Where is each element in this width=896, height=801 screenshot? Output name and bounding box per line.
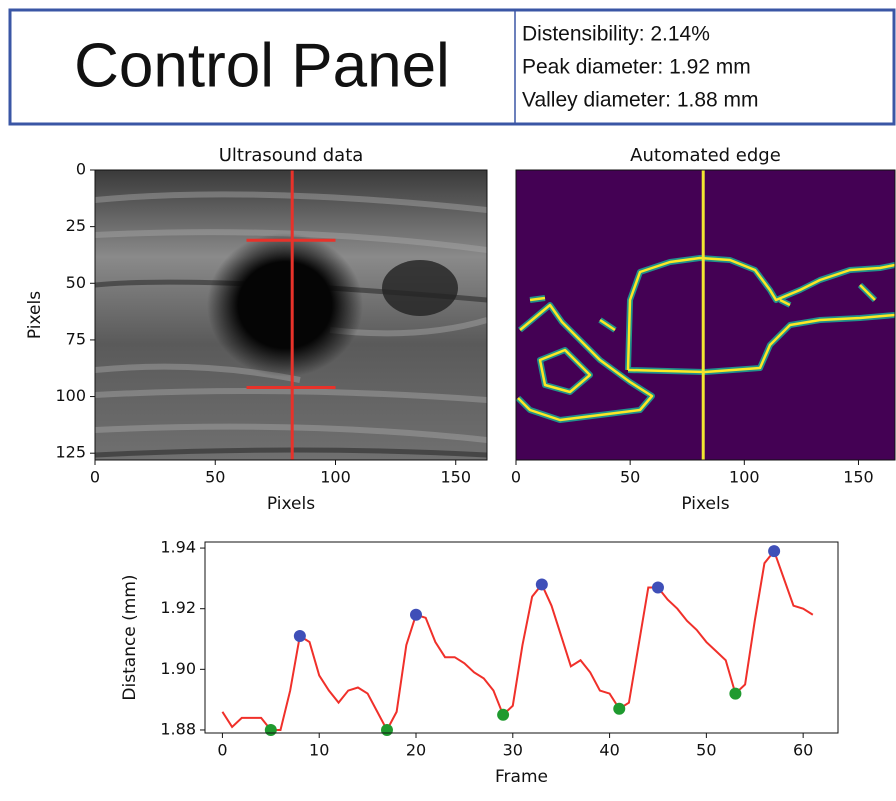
y-tick-label: 1.88: [160, 719, 196, 738]
x-axis-label: Pixels: [267, 494, 315, 514]
x-tick-label: 150: [440, 468, 471, 487]
panel-title: Control Panel: [74, 31, 450, 100]
x-tick-label: 50: [696, 741, 716, 760]
peak-point: [651, 581, 664, 594]
peak-point: [293, 629, 306, 642]
header-box: [8, 8, 896, 126]
valley-point: [380, 723, 393, 736]
x-tick-label: 30: [503, 741, 523, 760]
y-tick-label: 125: [55, 443, 86, 462]
peak-point: [768, 545, 781, 558]
stat: Peak diameter: 1.92 mm: [522, 56, 751, 79]
y-axis-label: Distance (mm): [120, 574, 140, 700]
y-tick-label: 1.92: [160, 598, 196, 617]
y-tick-label: 50: [66, 273, 86, 292]
x-tick-label: 20: [406, 741, 426, 760]
axes-frame: [204, 541, 839, 734]
stat: Valley diameter: 1.88 mm: [522, 89, 759, 112]
y-tick-label: 75: [66, 329, 86, 348]
peak-point: [410, 608, 422, 621]
x-tick-label: 0: [90, 468, 100, 487]
peak-point: [535, 578, 548, 591]
data-line: [221, 549, 814, 733]
y-tick-label: 0: [76, 160, 86, 179]
axes-frame: [94, 169, 488, 461]
x-tick-label: 100: [729, 468, 760, 487]
y-tick-label: 100: [55, 386, 86, 405]
x-tick-label: 60: [793, 741, 813, 760]
axes-title: Automated edge: [630, 145, 781, 166]
valley-point: [497, 708, 510, 721]
x-tick-label: 100: [320, 468, 351, 487]
x-tick-label: 150: [843, 468, 874, 487]
valley-point: [613, 702, 626, 715]
x-tick-label: 40: [599, 741, 619, 760]
x-tick-label: 50: [205, 468, 225, 487]
edge-image: [516, 170, 895, 460]
y-tick-label: 25: [66, 216, 86, 235]
axes-frame: [515, 169, 896, 461]
x-tick-label: 0: [511, 468, 521, 487]
axes-title: Ultrasound data: [219, 145, 364, 166]
y-tick-label: 1.94: [160, 538, 196, 557]
stat: Distensibility: 2.14%: [522, 23, 710, 46]
x-axis-label: Frame: [495, 767, 548, 787]
y-tick-label: 1.90: [160, 659, 196, 678]
valley-point: [729, 687, 742, 700]
x-tick-label: 0: [217, 741, 227, 760]
x-tick-label: 10: [309, 741, 329, 760]
valley-point: [264, 723, 277, 736]
y-axis-label: Pixels: [25, 291, 45, 339]
x-axis-label: Pixels: [681, 494, 729, 514]
overlay: [246, 170, 336, 460]
x-tick-label: 50: [620, 468, 640, 487]
